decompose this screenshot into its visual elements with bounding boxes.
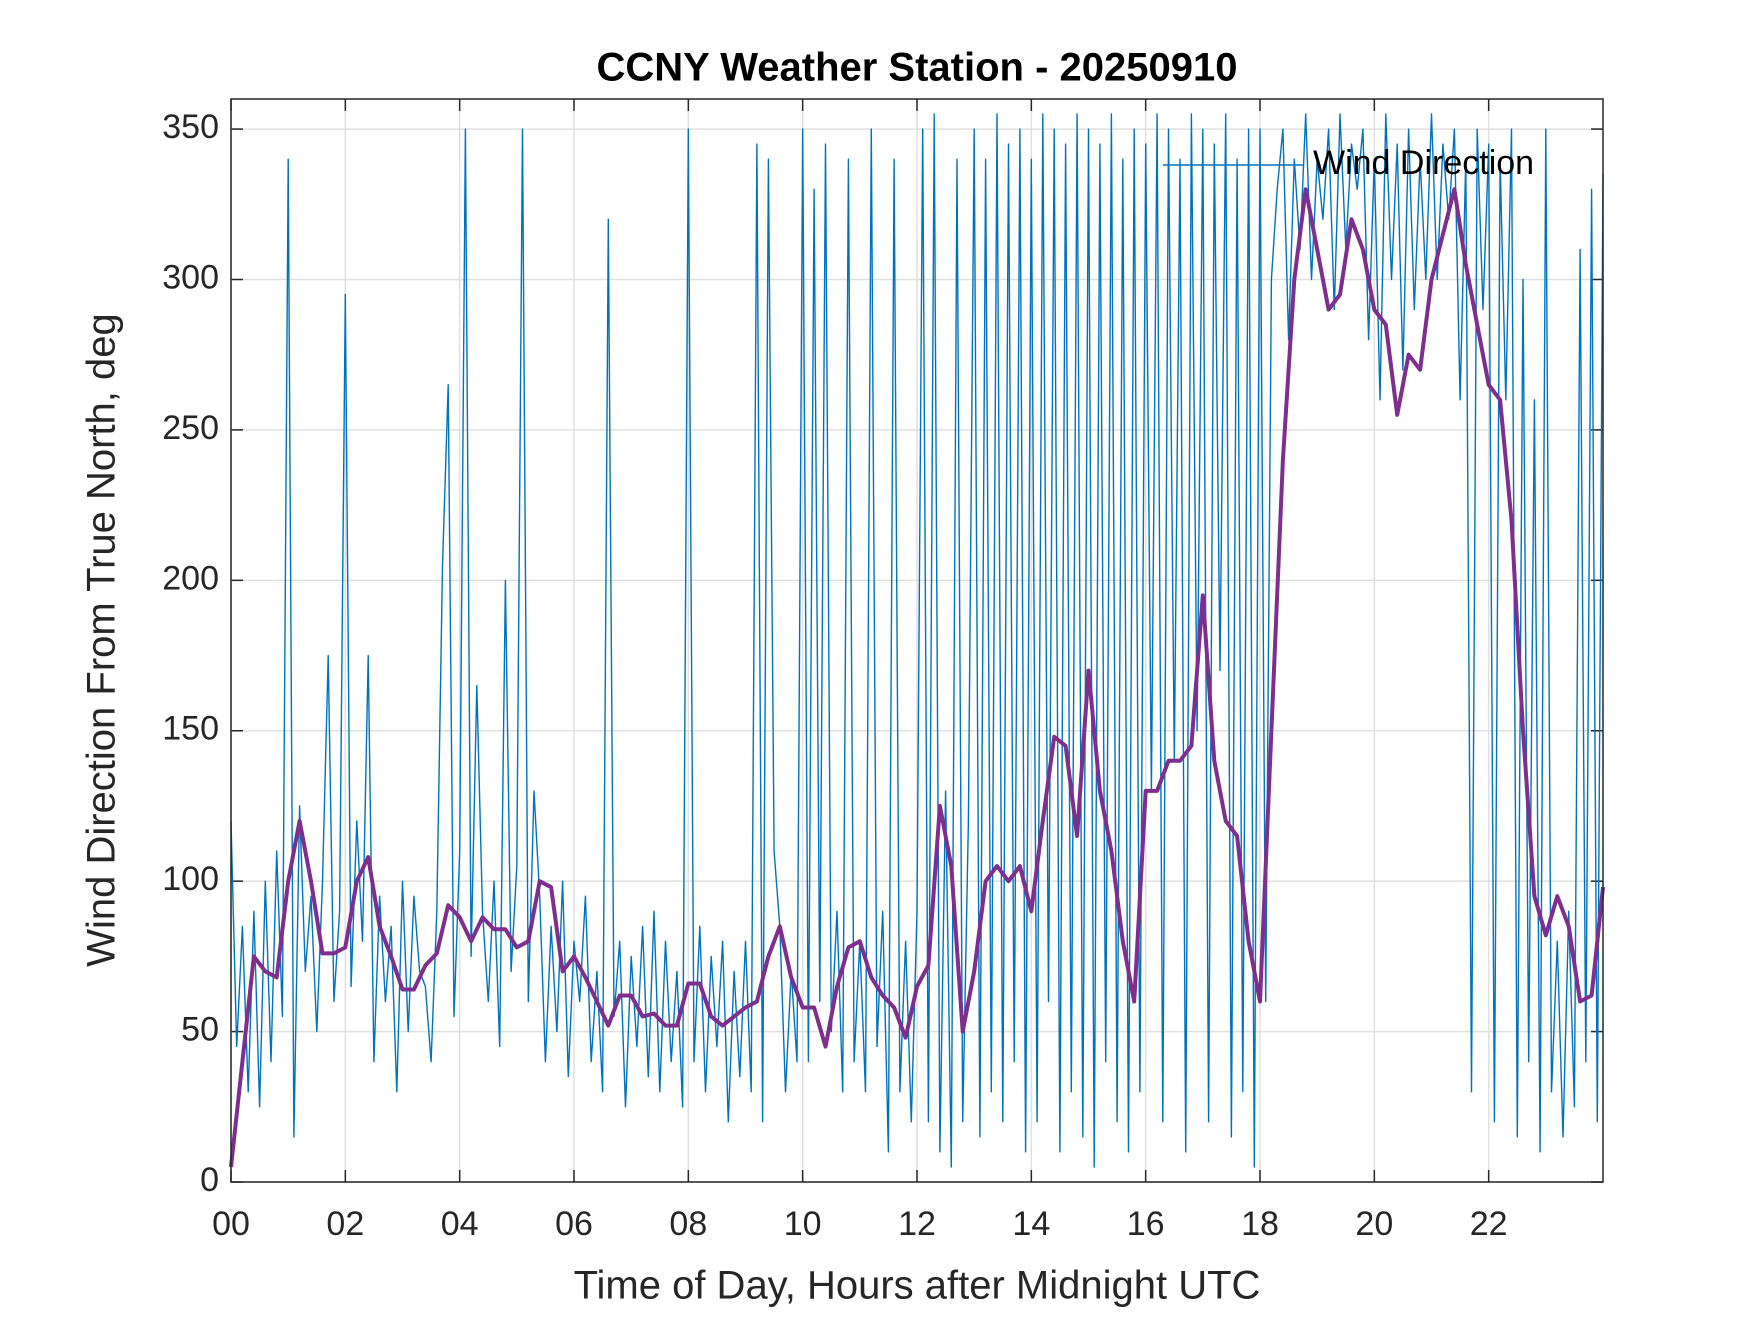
x-tick-label: 22 [1470,1205,1508,1243]
y-tick-label: 50 [181,1011,219,1049]
x-axis-label: Time of Day, Hours after Midnight UTC [574,1264,1261,1308]
y-tick-label: 350 [162,108,219,146]
chart-title: CCNY Weather Station - 20250910 [597,46,1238,90]
x-tick-label: 18 [1241,1205,1279,1243]
x-tick-label: 14 [1012,1205,1050,1243]
y-tick-label: 300 [162,258,219,296]
x-tick-label: 00 [212,1205,250,1243]
x-tick-label: 08 [669,1205,707,1243]
y-tick-label: 250 [162,409,219,447]
x-tick-label: 06 [555,1205,593,1243]
y-axis-label: Wind Direction From True North, deg [80,313,124,967]
series-line [230,113,1604,1168]
x-tick-label: 04 [441,1205,479,1243]
y-tick-label: 200 [162,559,219,597]
plot-frame [230,98,1604,1183]
x-tick-label: 02 [326,1205,364,1243]
y-tick-label: 150 [162,710,219,748]
y-tick-label: 100 [162,860,219,898]
series-line [229,187,1605,1168]
legend-label: Wind Direction [1313,144,1534,182]
x-tick-label: 12 [898,1205,936,1243]
y-tick-label: 0 [200,1161,219,1199]
x-tick-label: 10 [784,1205,822,1243]
x-tick-label: 16 [1127,1205,1165,1243]
x-tick-label: 20 [1355,1205,1393,1243]
